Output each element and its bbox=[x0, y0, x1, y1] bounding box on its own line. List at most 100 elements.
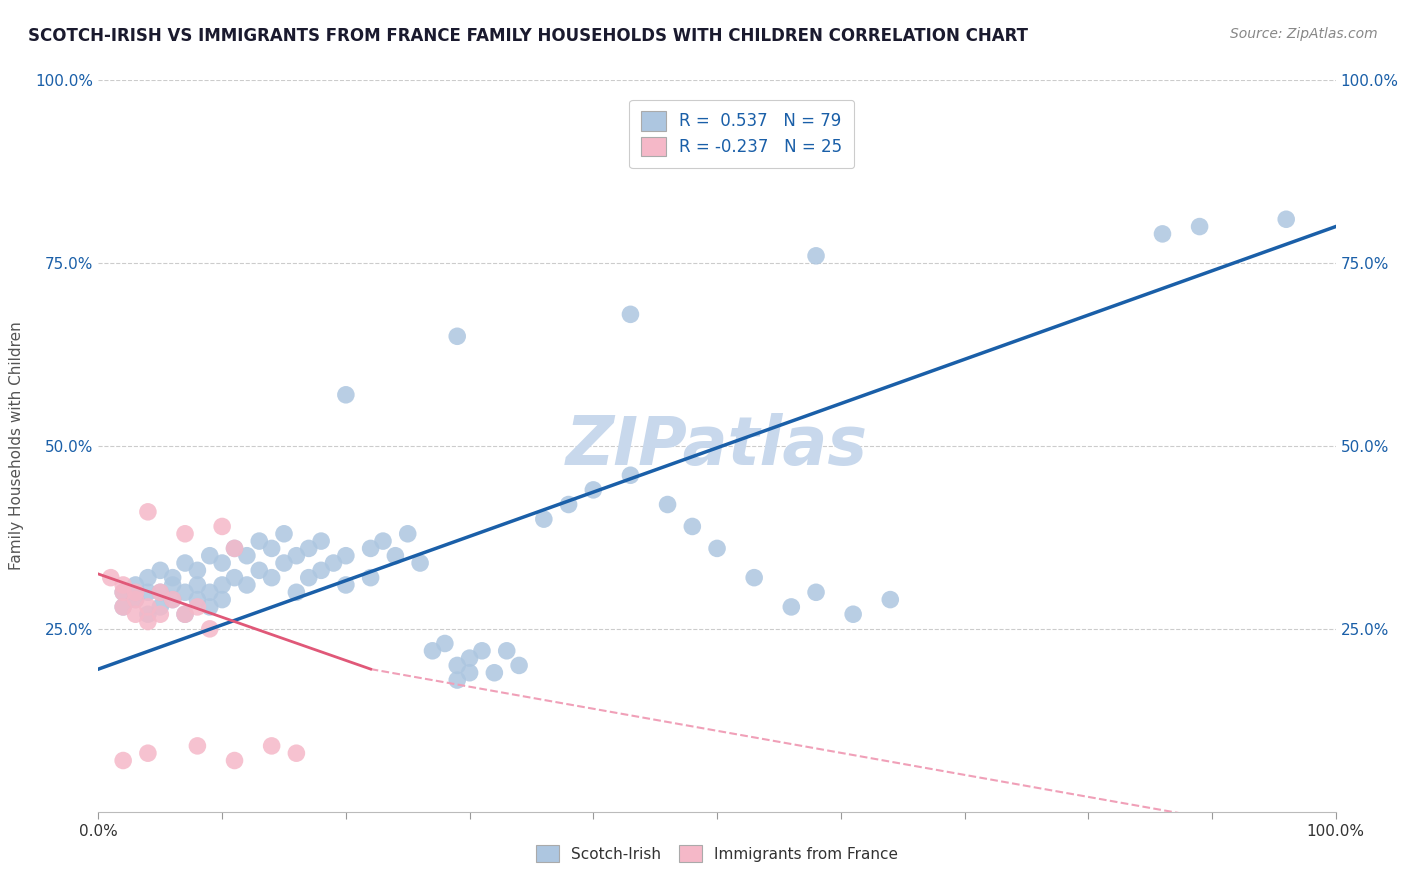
Point bbox=[224, 541, 246, 556]
Point bbox=[879, 592, 901, 607]
Point bbox=[174, 556, 197, 570]
Point bbox=[446, 329, 468, 343]
Text: ZIPatlas: ZIPatlas bbox=[567, 413, 868, 479]
Point bbox=[211, 592, 233, 607]
Point bbox=[285, 549, 308, 563]
Point bbox=[198, 622, 221, 636]
Point bbox=[322, 556, 344, 570]
Point bbox=[298, 571, 321, 585]
Point bbox=[309, 563, 332, 577]
Point bbox=[149, 563, 172, 577]
Point bbox=[273, 526, 295, 541]
Text: SCOTCH-IRISH VS IMMIGRANTS FROM FRANCE FAMILY HOUSEHOLDS WITH CHILDREN CORRELATI: SCOTCH-IRISH VS IMMIGRANTS FROM FRANCE F… bbox=[28, 27, 1028, 45]
Point bbox=[842, 607, 865, 622]
Point bbox=[742, 571, 765, 585]
Point bbox=[484, 665, 506, 680]
Point bbox=[186, 739, 208, 753]
Legend: Scotch-Irish, Immigrants from France: Scotch-Irish, Immigrants from France bbox=[529, 837, 905, 870]
Point bbox=[162, 571, 184, 585]
Point bbox=[260, 571, 283, 585]
Point bbox=[112, 578, 135, 592]
Point bbox=[136, 505, 159, 519]
Point bbox=[149, 585, 172, 599]
Point bbox=[174, 607, 197, 622]
Point bbox=[471, 644, 494, 658]
Point bbox=[112, 599, 135, 614]
Point bbox=[136, 607, 159, 622]
Point bbox=[582, 483, 605, 497]
Point bbox=[174, 526, 197, 541]
Point bbox=[112, 585, 135, 599]
Point bbox=[136, 585, 159, 599]
Point bbox=[124, 585, 146, 599]
Point bbox=[162, 578, 184, 592]
Point bbox=[458, 665, 481, 680]
Point bbox=[198, 585, 221, 599]
Point bbox=[433, 636, 456, 650]
Y-axis label: Family Households with Children: Family Households with Children bbox=[10, 322, 24, 570]
Point bbox=[273, 556, 295, 570]
Point bbox=[136, 571, 159, 585]
Point bbox=[804, 585, 827, 599]
Point bbox=[1188, 219, 1211, 234]
Point bbox=[149, 585, 172, 599]
Point bbox=[124, 607, 146, 622]
Point bbox=[335, 549, 357, 563]
Point bbox=[619, 468, 641, 483]
Point bbox=[446, 673, 468, 687]
Point bbox=[298, 541, 321, 556]
Point bbox=[422, 644, 444, 658]
Point bbox=[186, 592, 208, 607]
Point bbox=[1275, 212, 1298, 227]
Point bbox=[371, 534, 394, 549]
Point bbox=[162, 592, 184, 607]
Point bbox=[384, 549, 406, 563]
Point bbox=[706, 541, 728, 556]
Point bbox=[186, 563, 208, 577]
Point bbox=[446, 658, 468, 673]
Point bbox=[224, 571, 246, 585]
Point bbox=[533, 512, 555, 526]
Point bbox=[780, 599, 803, 614]
Point bbox=[236, 549, 259, 563]
Point bbox=[174, 585, 197, 599]
Point bbox=[458, 651, 481, 665]
Point bbox=[335, 388, 357, 402]
Point bbox=[174, 607, 197, 622]
Point bbox=[186, 578, 208, 592]
Point bbox=[396, 526, 419, 541]
Point bbox=[124, 592, 146, 607]
Point bbox=[149, 607, 172, 622]
Point bbox=[136, 615, 159, 629]
Point bbox=[247, 534, 270, 549]
Point bbox=[619, 307, 641, 321]
Point bbox=[112, 585, 135, 599]
Point bbox=[112, 599, 135, 614]
Point bbox=[309, 534, 332, 549]
Point bbox=[335, 578, 357, 592]
Point bbox=[124, 592, 146, 607]
Point bbox=[260, 739, 283, 753]
Point bbox=[112, 754, 135, 768]
Point bbox=[247, 563, 270, 577]
Point bbox=[804, 249, 827, 263]
Point bbox=[557, 498, 579, 512]
Point bbox=[360, 541, 382, 556]
Point bbox=[211, 556, 233, 570]
Point bbox=[198, 549, 221, 563]
Point bbox=[211, 578, 233, 592]
Point bbox=[360, 571, 382, 585]
Point bbox=[508, 658, 530, 673]
Point bbox=[657, 498, 679, 512]
Point bbox=[681, 519, 703, 533]
Point bbox=[224, 541, 246, 556]
Point bbox=[260, 541, 283, 556]
Point bbox=[1152, 227, 1174, 241]
Point bbox=[136, 746, 159, 760]
Point bbox=[136, 599, 159, 614]
Point bbox=[236, 578, 259, 592]
Point bbox=[186, 599, 208, 614]
Point bbox=[495, 644, 517, 658]
Point bbox=[409, 556, 432, 570]
Point bbox=[124, 578, 146, 592]
